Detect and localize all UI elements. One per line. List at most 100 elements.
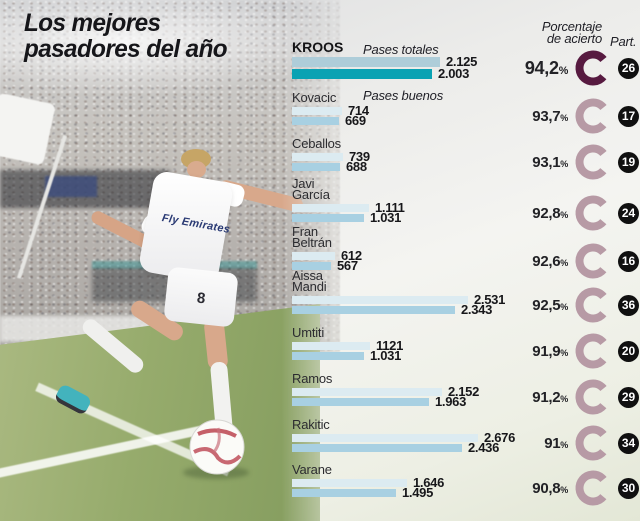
header-part: Part. xyxy=(610,34,637,49)
row-meta: 92,8% 24 xyxy=(482,194,639,232)
bar-line-totales: 714 xyxy=(292,103,640,118)
bar-pases-totales xyxy=(292,204,369,212)
value-pases-totales: 1.111 xyxy=(375,200,405,215)
bar-line-totales: 1.646 xyxy=(292,475,640,490)
value-pases-buenos: 1.031 xyxy=(370,210,402,225)
participation-badge: 20 xyxy=(618,340,639,362)
participation-badge: 16 xyxy=(618,250,639,272)
football-icon xyxy=(189,419,245,475)
row-meta: 94,2% 26 xyxy=(482,49,639,87)
bar-pases-buenos xyxy=(292,262,331,270)
value-pases-totales: 2.152 xyxy=(448,384,480,399)
bar-line-buenos: 688 xyxy=(292,160,640,173)
header-pases-totales: Pases totales xyxy=(363,42,439,57)
bar-pases-buenos xyxy=(292,117,339,125)
participation-badge: 30 xyxy=(618,477,639,499)
bar-line-buenos: 2.343 xyxy=(292,303,640,316)
title-haze xyxy=(0,0,340,95)
title-line-1: Los mejores xyxy=(24,9,161,37)
player-row: Ceballos 739 688 93,1% 19 xyxy=(292,136,640,180)
scoreboard-panel xyxy=(45,176,97,197)
player-face xyxy=(187,161,206,178)
accuracy-donut-icon xyxy=(575,425,611,461)
bar-line-totales: 612 xyxy=(292,248,640,263)
accuracy-percentage: 92,8% xyxy=(532,204,568,222)
accuracy-percentage: 91,2% xyxy=(532,388,568,406)
row-meta: 92,5% 36 xyxy=(482,286,639,324)
player-name: Ceballos xyxy=(292,136,341,151)
participation-badge: 34 xyxy=(618,432,639,454)
bar-line-buenos: 669 xyxy=(292,113,640,128)
row-meta: 93,1% 19 xyxy=(482,143,639,181)
value-pases-buenos: 1.963 xyxy=(435,394,467,409)
participation-badge: 36 xyxy=(618,294,639,316)
player-row: Aissa Mandi 2.531 2.343 92,5% 36 xyxy=(292,268,640,323)
accuracy-donut-icon xyxy=(575,243,611,279)
bar-line-buenos: 1.495 xyxy=(292,485,640,500)
bar-pases-buenos xyxy=(292,489,396,497)
value-pases-totales: 612 xyxy=(341,248,362,263)
accuracy-donut-icon xyxy=(575,50,611,86)
bar-pases-buenos xyxy=(292,444,462,452)
accuracy-percentage: 91% xyxy=(544,434,568,452)
accuracy-percentage: 91,9% xyxy=(532,342,568,360)
accuracy-donut-icon xyxy=(575,195,611,231)
bar-pases-buenos xyxy=(292,214,364,222)
value-pases-buenos: 669 xyxy=(345,113,366,128)
value-pases-totales: 1121 xyxy=(376,338,404,353)
bar-pases-totales xyxy=(292,107,342,115)
bar-pases-buenos xyxy=(292,163,340,171)
player-name: Umtiti xyxy=(292,325,325,340)
bar-pases-totales xyxy=(292,57,440,67)
bar-pases-totales xyxy=(292,342,370,350)
value-pases-totales: 1.646 xyxy=(413,475,445,490)
accuracy-percentage: 90,8% xyxy=(532,479,568,497)
value-pases-totales: 714 xyxy=(348,103,369,118)
bar-pases-totales xyxy=(292,252,335,260)
value-pases-buenos: 1.031 xyxy=(370,348,402,363)
bar-line-buenos: 1.031 xyxy=(292,348,640,363)
player-row: Varane 1.646 1.495 90,8% 30 xyxy=(292,463,640,506)
row-meta: 92,6% 16 xyxy=(482,242,639,280)
player-row: KROOS 2.125 2.003 94,2% 26 xyxy=(292,40,640,86)
bar-pases-buenos xyxy=(292,398,429,406)
player-row: Rakitic 2.676 2.436 91% 34 xyxy=(292,418,640,461)
value-pases-totales: 739 xyxy=(349,149,370,164)
pitch-grass xyxy=(0,304,320,521)
bar-line-buenos: 1.031 xyxy=(292,210,640,225)
accuracy-donut-icon xyxy=(575,98,611,134)
value-pases-buenos: 567 xyxy=(337,258,358,273)
bar-line-totales: 2.676 xyxy=(292,430,640,445)
player-row: Javi García 1.111 1.031 92,8% 24 xyxy=(292,176,640,231)
participation-badge: 29 xyxy=(618,386,639,408)
value-pases-buenos: 2.003 xyxy=(438,66,470,81)
value-pases-buenos: 1.495 xyxy=(402,485,434,500)
bar-line-totales: 1.111 xyxy=(292,200,640,215)
accuracy-donut-icon xyxy=(575,379,611,415)
shorts-number: 8 xyxy=(196,289,207,308)
bar-line-buenos: 567 xyxy=(292,258,640,273)
value-pases-totales: 2.676 xyxy=(484,430,516,445)
bar-line-totales: 2.125 xyxy=(292,54,640,69)
bar-pases-totales xyxy=(292,388,442,396)
participation-badge: 24 xyxy=(618,202,639,224)
value-pases-buenos: 2.436 xyxy=(468,440,500,455)
accuracy-percentage: 94,2% xyxy=(524,57,568,78)
bar-pases-buenos xyxy=(292,352,364,360)
row-meta: 90,8% 30 xyxy=(482,469,639,507)
accuracy-donut-icon xyxy=(575,144,611,180)
bar-pases-totales xyxy=(292,434,478,442)
player-row: Kovacic 714 669 93,7% 17 xyxy=(292,91,640,134)
player-name: Aissa Mandi xyxy=(292,268,327,294)
bar-line-totales: 2.531 xyxy=(292,293,640,306)
bar-pases-buenos xyxy=(292,306,455,314)
title-line-2: pasadores del año xyxy=(24,35,228,63)
bar-pases-totales xyxy=(292,153,343,161)
player-name: Javi García xyxy=(292,176,330,202)
value-pases-totales: 2.125 xyxy=(446,54,478,69)
accuracy-donut-icon xyxy=(575,470,611,506)
background-red-panel xyxy=(455,3,468,14)
bar-pases-buenos xyxy=(292,69,432,79)
bar-line-buenos: 1.963 xyxy=(292,394,640,409)
